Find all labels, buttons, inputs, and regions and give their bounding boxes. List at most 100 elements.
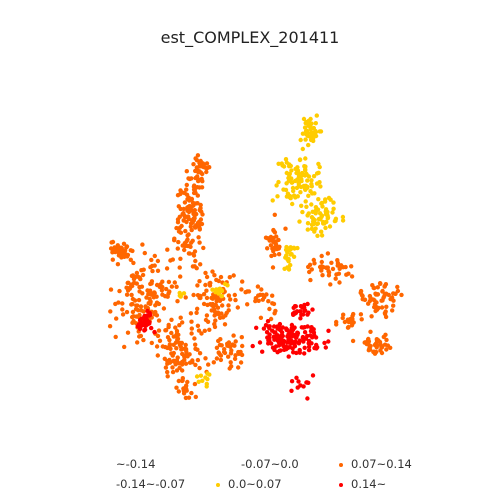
map-point <box>267 326 272 331</box>
map-point <box>189 331 194 336</box>
map-point <box>200 378 205 383</box>
map-point <box>239 287 244 292</box>
map-point <box>292 310 297 315</box>
map-point <box>166 279 172 285</box>
map-point <box>262 295 267 300</box>
map-point <box>309 178 314 183</box>
map-point <box>137 284 142 290</box>
map-point <box>303 120 308 126</box>
map-point <box>201 292 207 297</box>
map-point <box>305 396 310 401</box>
map-point <box>286 354 291 359</box>
legend-label: -0.14~-0.07 <box>116 477 186 491</box>
map-point <box>207 327 212 332</box>
map-point <box>301 116 307 122</box>
legend-label: 0.07~0.14 <box>351 457 412 471</box>
map-point <box>318 217 323 222</box>
map-point <box>303 336 309 341</box>
map-point <box>169 330 174 336</box>
map-point <box>285 327 290 333</box>
map-point <box>333 216 339 221</box>
map-point <box>289 379 295 384</box>
map-point <box>298 137 303 143</box>
map-point <box>227 275 232 280</box>
map-point <box>198 202 203 208</box>
map-point <box>366 342 372 348</box>
map-point <box>163 365 169 370</box>
map-point <box>278 348 283 353</box>
map-point <box>270 328 275 333</box>
map-point <box>142 327 148 332</box>
map-point <box>144 295 149 300</box>
map-point <box>310 335 315 340</box>
map-point <box>295 385 300 390</box>
map-point <box>292 344 298 349</box>
map-point <box>169 284 175 289</box>
map-point <box>181 206 186 212</box>
map-point <box>309 202 314 207</box>
legend-marker <box>104 464 108 468</box>
map-point <box>374 307 380 312</box>
map-point <box>167 337 172 343</box>
map-point <box>191 292 196 298</box>
map-point <box>195 347 200 352</box>
map-point <box>399 292 404 298</box>
map-point <box>174 225 179 231</box>
map-point <box>116 300 121 305</box>
map-point <box>314 171 320 176</box>
map-point <box>284 160 289 165</box>
map-point <box>140 322 145 327</box>
map-point <box>184 238 189 244</box>
map-point <box>306 193 311 198</box>
map-point <box>222 322 228 327</box>
map-point <box>359 317 364 322</box>
map-point <box>158 282 163 287</box>
map-point <box>282 266 287 271</box>
map-point <box>212 321 217 327</box>
map-point <box>324 212 329 217</box>
map-point <box>384 337 389 343</box>
map-point <box>199 185 205 190</box>
map-point <box>163 328 169 333</box>
map-point <box>304 172 309 177</box>
map-point <box>378 348 383 353</box>
map-point <box>192 381 198 387</box>
map-point <box>176 389 181 394</box>
map-point <box>233 353 238 358</box>
map-point <box>287 195 292 200</box>
map-point <box>283 344 289 349</box>
map-point <box>391 303 396 308</box>
map-point <box>222 347 227 352</box>
map-point <box>211 304 216 309</box>
map-point <box>154 344 160 349</box>
map-point <box>195 283 200 288</box>
map-point <box>155 268 161 273</box>
map-point <box>255 284 261 289</box>
map-point <box>113 249 118 255</box>
map-point <box>133 307 139 312</box>
map-point <box>195 323 201 328</box>
map-point <box>130 320 135 325</box>
map-point <box>192 336 197 341</box>
map-point <box>154 282 160 288</box>
map-point <box>190 358 195 363</box>
map-point <box>141 337 146 343</box>
map-point <box>323 345 328 350</box>
map-point <box>382 284 387 289</box>
map-point <box>293 304 298 309</box>
map-point <box>123 252 128 257</box>
map-point <box>133 274 138 280</box>
map-point <box>210 269 215 274</box>
map-point <box>110 257 116 262</box>
map-point <box>291 188 296 194</box>
legend-marker <box>104 484 108 488</box>
map-point <box>137 334 142 339</box>
map-point <box>173 340 179 345</box>
map-point <box>367 298 373 304</box>
map-point <box>265 246 270 251</box>
map-point <box>207 165 212 170</box>
map-point <box>272 212 277 217</box>
map-point <box>288 163 293 169</box>
map-point <box>393 291 398 296</box>
map-point <box>305 213 310 218</box>
